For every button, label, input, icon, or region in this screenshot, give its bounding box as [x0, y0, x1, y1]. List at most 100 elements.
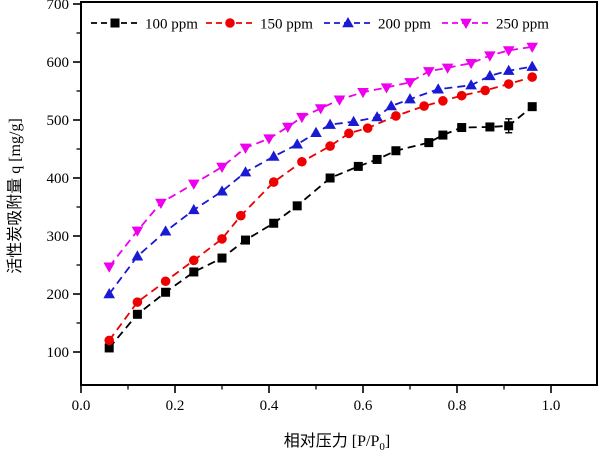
triangle-up-marker	[465, 79, 477, 90]
circle-marker	[362, 123, 373, 133]
triangle-down-marker	[502, 46, 515, 57]
triangle-down-marker	[282, 122, 294, 133]
axis-ticks: 0.0 0.2 0.4 0.6 0.8 1.0 100 200 300 400 500 600 700	[47, 0, 561, 414]
triangle-up-marker	[404, 93, 416, 104]
circle-marker	[132, 297, 143, 307]
square-marker	[485, 122, 495, 132]
circle-marker	[503, 79, 514, 89]
y-tick-label: 600	[47, 55, 70, 71]
y-tick-label: 300	[47, 229, 70, 245]
y-tick-label: 700	[47, 0, 70, 13]
circle-marker	[419, 101, 429, 111]
circle-marker	[527, 72, 537, 82]
series-line	[108, 106, 533, 349]
legend-item-200-ppm: 200 ppm	[324, 17, 431, 33]
legend-label: 200 ppm	[378, 17, 431, 33]
triangle-up-marker	[526, 60, 538, 71]
triangle-down-marker	[296, 112, 308, 124]
square-marker	[189, 267, 199, 277]
square-marker	[132, 309, 142, 319]
data-series	[103, 42, 538, 353]
triangle-down-marker	[380, 83, 393, 94]
triangle-up-marker	[188, 203, 200, 215]
triangle-down-marker	[263, 134, 275, 145]
triangle-down-marker	[239, 143, 252, 154]
x-tick-label: 0.8	[448, 398, 467, 414]
circle-marker	[344, 128, 354, 139]
square-marker	[104, 343, 114, 353]
triangle-up-marker	[267, 150, 280, 161]
series-line	[108, 65, 533, 295]
legend-item-250-ppm: 250 ppm	[442, 17, 549, 33]
x-tick-label: 0.2	[166, 398, 185, 414]
triangle-up-marker	[103, 288, 115, 299]
legend-label: 100 ppm	[145, 17, 198, 33]
x-tick-label: 0.6	[354, 398, 373, 414]
y-tick-label: 200	[47, 287, 70, 303]
y-axis-title: 活性炭吸附量 q [mg/g]	[6, 118, 24, 274]
triangle-down-marker	[103, 262, 115, 273]
legend-label: 250 ppm	[496, 17, 549, 33]
triangle-up-marker	[502, 64, 515, 75]
square-marker	[161, 287, 171, 297]
y-tick-label: 400	[47, 171, 70, 187]
triangle-down-marker	[131, 226, 144, 237]
square-marker	[372, 154, 382, 164]
x-axis-title-subscript: 0	[379, 441, 385, 453]
circle-marker	[217, 234, 227, 244]
triangle-up-marker	[385, 100, 397, 111]
triangle-up-marker	[291, 138, 303, 149]
triangle-down-marker	[155, 198, 167, 209]
triangle-down-marker	[423, 67, 435, 78]
square-marker	[217, 253, 227, 263]
x-axis-title: 相对压力 [P/P0]	[284, 432, 390, 453]
y-tick-label: 100	[47, 345, 70, 361]
triangle-down-marker	[460, 18, 472, 29]
x-tick-label: 0.4	[260, 398, 279, 414]
plot-frame	[80, 1, 598, 386]
triangle-up-marker	[371, 111, 383, 122]
square-marker	[527, 102, 537, 112]
triangle-up-marker	[324, 118, 336, 129]
triangle-up-marker	[131, 250, 144, 261]
triangle-down-marker	[526, 42, 538, 53]
triangle-down-marker	[404, 78, 416, 89]
triangle-down-marker	[441, 63, 454, 74]
square-marker	[424, 138, 434, 148]
circle-marker	[297, 156, 307, 167]
square-marker	[325, 173, 335, 183]
circle-marker	[236, 210, 246, 221]
triangle-up-marker	[432, 83, 444, 94]
triangle-up-marker	[239, 166, 252, 177]
x-axis-title-main: 相对压力 [P/P	[284, 432, 380, 450]
y-tick-label: 500	[47, 113, 70, 129]
circle-marker	[189, 255, 199, 266]
triangle-down-marker	[357, 87, 369, 99]
square-marker	[110, 18, 120, 28]
triangle-down-marker	[216, 162, 228, 173]
legend-item-100-ppm: 100 ppm	[91, 17, 198, 33]
triangle-down-marker	[333, 95, 346, 106]
triangle-up-marker	[484, 69, 496, 81]
series-250-ppm	[103, 42, 538, 273]
series-line	[108, 46, 533, 268]
circle-marker	[104, 335, 114, 346]
circle-marker	[480, 85, 491, 96]
legend-label: 150 ppm	[260, 17, 313, 33]
triangle-up-marker	[216, 185, 228, 196]
circle-marker	[225, 18, 235, 28]
square-marker	[438, 130, 448, 140]
triangle-up-marker	[310, 126, 322, 137]
circle-marker	[438, 96, 448, 106]
triangle-up-marker	[342, 17, 354, 28]
square-marker	[269, 218, 279, 228]
circle-marker	[160, 276, 171, 287]
triangle-up-marker	[159, 225, 172, 236]
square-marker	[241, 235, 250, 245]
plot-border	[80, 1, 598, 386]
square-marker	[292, 201, 302, 211]
legend-item-150-ppm: 150 ppm	[206, 17, 313, 33]
square-marker	[504, 121, 514, 131]
